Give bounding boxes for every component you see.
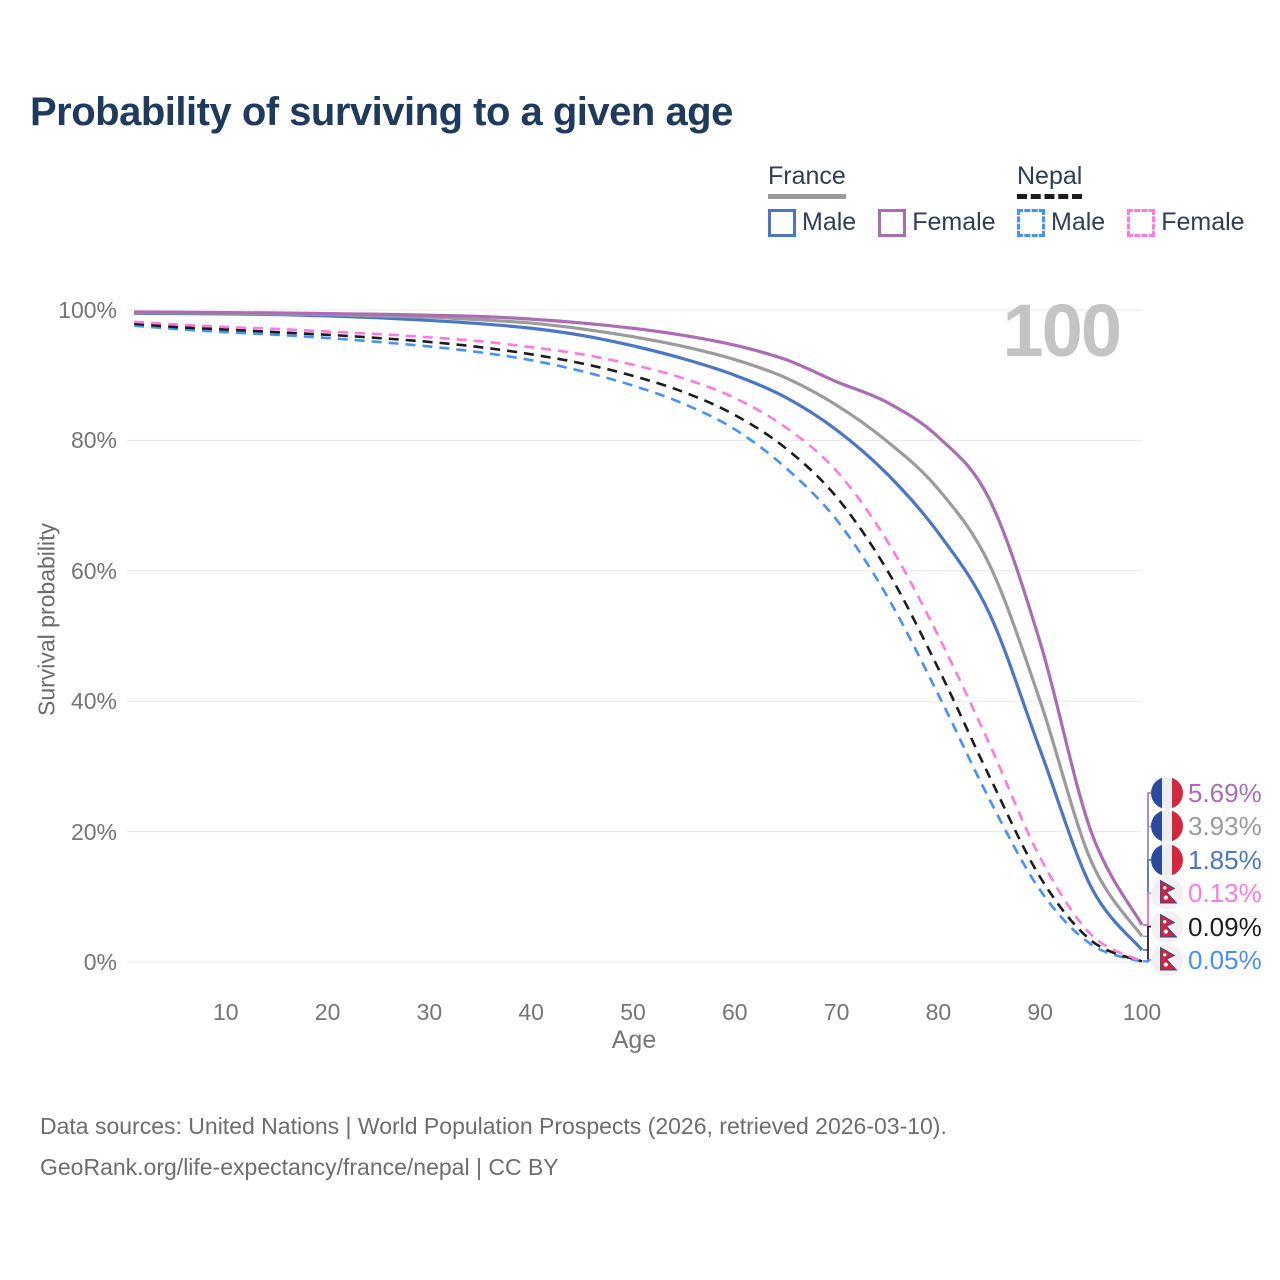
- legend-country-nepal: Nepal: [1017, 162, 1083, 199]
- x-tick-label: 100: [1122, 999, 1162, 1025]
- series-line-france-male: [134, 311, 1144, 951]
- x-tick-label: 30: [416, 999, 443, 1025]
- end-value-france-female: 5.69%: [1188, 778, 1262, 808]
- footer-attribution: GeoRank.org/life-expectancy/france/nepal…: [40, 1154, 559, 1180]
- legend-item-label: Female: [1161, 208, 1245, 236]
- nepal-flag-icon: [1151, 944, 1183, 976]
- france-male-swatch-icon: [768, 208, 796, 237]
- nepal-flag-icon: [1151, 944, 1183, 976]
- legend-item-france-male[interactable]: Male: [768, 208, 856, 237]
- france-flag-icon: [1151, 810, 1183, 843]
- legend-items-france: Male Female: [768, 208, 1018, 237]
- nepal-female-swatch-icon: [1127, 208, 1156, 237]
- footer: Data sources: United Nations | World Pop…: [40, 1106, 947, 1188]
- nepal-flag-icon: [1151, 877, 1183, 910]
- legend-item-label: Male: [1051, 208, 1106, 236]
- series-line-france-female: [134, 310, 1144, 926]
- nepal-flag-icon: [1151, 910, 1183, 943]
- end-value-nepal-female: 0.13%: [1188, 878, 1262, 909]
- x-tick-label: 40: [518, 999, 544, 1025]
- x-axis-title: Age: [611, 1026, 657, 1054]
- france-flag-icon: [1151, 843, 1183, 876]
- y-tick-label: 40%: [70, 688, 117, 715]
- legend-group-france: France Male Female: [768, 162, 1018, 237]
- y-tick-label: 20%: [70, 818, 117, 845]
- france-flag-icon: [1151, 777, 1183, 809]
- france-flag-icon: [1151, 843, 1183, 876]
- y-tick-label: 60%: [70, 557, 117, 584]
- legend-item-france-female[interactable]: Female: [878, 208, 996, 237]
- end-label-connector-france-total: [1143, 825, 1151, 938]
- end-label-connector-nepal-total: [1143, 925, 1151, 963]
- end-label-connector-nepal-male: [1143, 959, 1151, 963]
- france-flag-icon: [1151, 777, 1183, 809]
- nepal-flag-icon: [1151, 877, 1183, 910]
- x-tick-label: 90: [1027, 999, 1053, 1025]
- series-line-france-total: [134, 311, 1144, 938]
- nepal-male-swatch-icon: [1017, 208, 1045, 237]
- x-tick-label: 70: [823, 999, 850, 1025]
- x-tick-label: 60: [722, 999, 748, 1025]
- series-line-nepal-male: [134, 324, 1143, 963]
- y-tick-label: 0%: [83, 949, 117, 975]
- legend-group-nepal: Nepal Male Female: [1017, 162, 1267, 237]
- age-watermark: 100: [1002, 289, 1122, 372]
- france-female-swatch-icon: [878, 208, 907, 237]
- end-value-nepal-male: 0.05%: [1188, 945, 1262, 975]
- france-flag-icon: [1151, 810, 1183, 843]
- end-value-nepal-total: 0.09%: [1188, 911, 1262, 942]
- x-tick-label: 80: [925, 999, 952, 1025]
- legend-item-nepal-female[interactable]: Female: [1127, 208, 1245, 237]
- series-line-nepal-female: [134, 320, 1143, 963]
- legend-items-nepal: Male Female: [1017, 208, 1267, 237]
- legend-item-label: Male: [802, 208, 857, 236]
- page-title: Probability of surviving to a given age: [30, 90, 733, 134]
- footer-data-sources: Data sources: United Nations | World Pop…: [40, 1113, 947, 1139]
- legend-item-nepal-male[interactable]: Male: [1017, 208, 1105, 237]
- x-tick-label: 20: [314, 999, 341, 1025]
- legend-item-label: Female: [912, 208, 996, 236]
- x-tick-label: 10: [213, 999, 239, 1025]
- end-label-connector-france-female: [1143, 792, 1151, 926]
- y-tick-label: 100%: [58, 297, 117, 323]
- y-tick-label: 80%: [70, 427, 117, 454]
- x-tick-label: 50: [620, 999, 646, 1025]
- nepal-flag-icon: [1151, 910, 1183, 943]
- end-value-france-total: 3.93%: [1188, 811, 1262, 842]
- y-axis-title: Survival probability: [33, 522, 60, 717]
- end-value-france-male: 1.85%: [1188, 844, 1262, 875]
- legend-country-france: France: [768, 162, 846, 199]
- series-line-nepal-total: [134, 322, 1143, 963]
